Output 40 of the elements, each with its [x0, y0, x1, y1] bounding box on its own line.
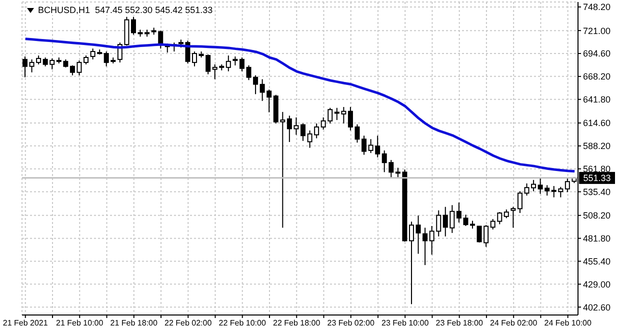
candlestick: [226, 55, 231, 72]
y-tick-label: 641.80: [583, 94, 611, 105]
candlestick: [239, 56, 244, 72]
y-tick-label: 721.00: [583, 26, 611, 36]
chart-title: BCHUSD,H1 547.45 552.30 545.42 551.33: [38, 5, 213, 15]
x-tick-label: 23 Feb 18:00: [436, 318, 484, 328]
candlestick: [408, 221, 414, 305]
x-tick-label: 21 Feb 18:00: [110, 318, 158, 328]
ref-line-label: 551.33: [583, 172, 611, 183]
y-tick-label: 429.00: [583, 279, 611, 290]
x-tick-label: 21 Feb 2021: [2, 318, 48, 328]
x-tick-label: 22 Feb 10:00: [218, 318, 266, 328]
candlestick: [130, 16, 136, 36]
y-tick-label: 668.20: [583, 72, 611, 82]
candlestick: [362, 135, 367, 156]
y-tick-label: 694.60: [583, 48, 611, 59]
x-tick-label: 22 Feb 02:00: [164, 318, 212, 328]
candlestick: [510, 206, 516, 228]
x-tick-label: 22 Feb 18:00: [273, 318, 321, 328]
candlestick: [22, 56, 28, 78]
x-tick-label: 23 Feb 02:00: [327, 318, 375, 328]
y-tick-label: 402.60: [583, 302, 611, 312]
candlestick: [300, 123, 306, 142]
candlestick: [517, 190, 522, 214]
x-tick-label: 24 Feb 02:00: [490, 318, 538, 328]
candlestick: [422, 227, 428, 266]
candlestick: [416, 215, 421, 254]
y-tick-label: 588.20: [583, 141, 611, 152]
y-tick-label: 614.60: [583, 118, 611, 128]
y-tick-label: 455.40: [583, 256, 611, 266]
y-tick-label: 561.80: [583, 164, 611, 174]
y-tick-label: 748.20: [583, 2, 611, 12]
line-series: [24, 38, 576, 173]
candlestick: [192, 51, 198, 67]
x-tick-label: 21 Feb 10:00: [56, 318, 104, 328]
y-tick-label: 481.80: [583, 234, 611, 244]
x-tick-label: 23 Feb 10:00: [382, 318, 430, 328]
x-tick-label: 24 Feb 10:00: [544, 318, 592, 328]
y-tick-label: 508.20: [583, 210, 611, 221]
y-tick-label: 535.40: [583, 186, 611, 197]
